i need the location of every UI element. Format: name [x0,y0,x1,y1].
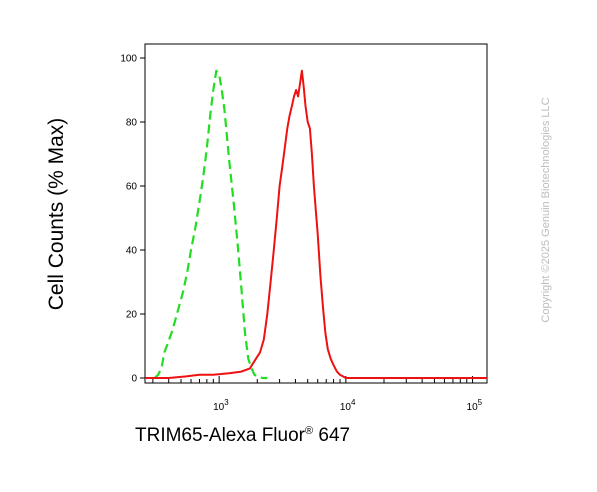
x-axis-label-suffix: 647 [313,425,350,446]
x-axis-label: TRIM65-Alexa Fluor® 647 [135,425,350,446]
x-axis-label-superscript: ® [305,425,313,437]
x-tick-label: 105 [467,398,483,413]
copyright-notice: Copyright ©2025 Genuin Biotechnologies L… [540,97,552,322]
plot-area: 0 20 40 60 80 100 103 104 105 [120,43,488,413]
y-axis-label: Cell Counts (% Max) [45,118,68,311]
x-tick-label: 103 [213,398,229,413]
y-tick-label: 0 [131,374,137,385]
y-tick-label: 40 [126,246,138,257]
y-tick-label: 100 [120,54,137,65]
y-axis-ticks: 0 20 40 60 80 100 [120,54,145,385]
series-layer [145,69,487,380]
series-line-2 [145,69,487,379]
x-axis-ticks: 103 104 105 [152,376,483,413]
x-tick-label: 104 [340,398,356,413]
y-tick-label: 80 [126,118,138,129]
y-tick-label: 20 [126,310,138,321]
plot-frame [144,43,488,384]
series-line-1 [153,69,268,380]
x-axis-label-main: TRIM65-Alexa Fluor [135,425,306,446]
y-tick-label: 60 [126,182,138,193]
